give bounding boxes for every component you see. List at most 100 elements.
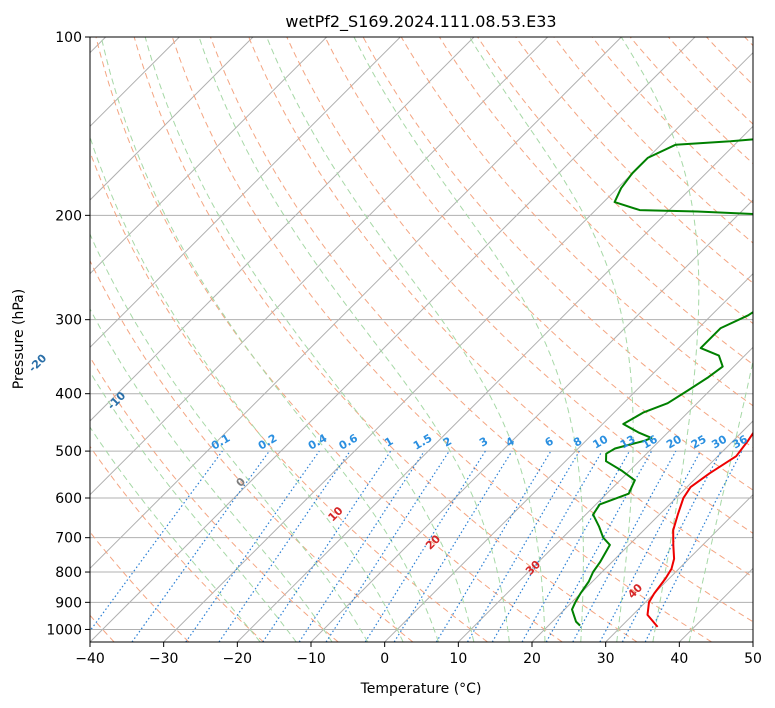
y-tick-label: 100 bbox=[55, 30, 82, 46]
moist-adiabat-line bbox=[100, 37, 439, 642]
moist-adiabat-line bbox=[353, 37, 584, 642]
dry-adiabat-line bbox=[133, 37, 638, 642]
isotherm-line bbox=[457, 346, 753, 642]
mixing-ratio-label: 8 bbox=[571, 435, 584, 450]
dry-adiabat-label: -20 bbox=[26, 351, 49, 374]
dry-adiabat-line bbox=[400, 37, 753, 407]
mixing-ratio-line bbox=[521, 450, 631, 642]
y-tick-label: 1000 bbox=[46, 622, 82, 638]
mixing-ratio-label: 25 bbox=[689, 433, 709, 452]
dry-adiabat-line bbox=[668, 37, 753, 125]
mixing-ratio-label: 0.1 bbox=[209, 432, 232, 453]
dry-adiabat-line bbox=[90, 150, 488, 642]
mixing-ratio-line bbox=[435, 450, 552, 642]
mixing-ratio-line bbox=[325, 450, 450, 642]
isotherm-line bbox=[90, 37, 475, 422]
dry-adiabat-line bbox=[629, 37, 753, 165]
x-tick-label: −20 bbox=[223, 651, 253, 667]
mixing-ratio-line bbox=[262, 450, 392, 642]
moist-adiabat-line bbox=[90, 308, 333, 642]
y-tick-label: 900 bbox=[55, 595, 82, 611]
x-tick-label: 40 bbox=[670, 651, 688, 667]
isotherm-line bbox=[384, 272, 753, 642]
moist-adiabat-line bbox=[469, 37, 634, 642]
dry-adiabat-line bbox=[477, 37, 753, 325]
isotherm-line bbox=[90, 37, 549, 496]
dry-adiabat-line bbox=[362, 37, 753, 449]
plot-frame bbox=[89, 36, 754, 643]
isotherm-line bbox=[605, 493, 753, 642]
mixing-ratio-label: 20 bbox=[664, 432, 684, 451]
background-lines bbox=[90, 37, 753, 642]
isotherm-line bbox=[163, 51, 753, 642]
mixing-ratio-label: 10 bbox=[590, 432, 610, 451]
isotherm-line bbox=[90, 37, 696, 642]
y-tick-label: 200 bbox=[55, 208, 82, 224]
y-axis: 100 200 300 400 500 600 700 800 900 1000 bbox=[46, 30, 90, 638]
isotherm-line bbox=[90, 37, 622, 570]
y-axis-title: Pressure (hPa) bbox=[11, 289, 27, 389]
mixing-ratio-line bbox=[131, 450, 270, 642]
dry-adiabat-label: 40 bbox=[625, 581, 645, 601]
mixing-ratio-label: 6 bbox=[543, 434, 556, 449]
mixing-ratio-label: 13 bbox=[618, 433, 638, 452]
mixing-ratio-label: 3 bbox=[477, 435, 490, 450]
moist-adiabat-line bbox=[266, 37, 546, 642]
dry-adiabat-line bbox=[515, 37, 753, 284]
mixing-ratio-label: 30 bbox=[709, 432, 729, 451]
y-tick-label: 800 bbox=[55, 565, 82, 581]
mixing-ratio-line bbox=[599, 450, 702, 642]
isotherm-line bbox=[236, 125, 753, 642]
y-tick-label: 300 bbox=[55, 313, 82, 329]
dry-adiabat-line bbox=[210, 37, 753, 623]
mixing-ratio-line bbox=[393, 450, 513, 642]
moist-adiabat-line bbox=[198, 37, 510, 642]
mixing-ratio-label: 1.5 bbox=[411, 432, 434, 453]
x-axis-title: Temperature (°C) bbox=[360, 681, 482, 697]
dry-adiabat-label: 30 bbox=[523, 558, 543, 578]
x-tick-label: −10 bbox=[296, 651, 326, 667]
dry-adiabat-line bbox=[90, 445, 264, 642]
profile-line-1 bbox=[571, 138, 753, 627]
mixing-ratio-line bbox=[572, 450, 677, 642]
moist-adiabat-line bbox=[90, 232, 369, 642]
mixing-ratio-line bbox=[545, 450, 653, 642]
mixing-ratio-line bbox=[364, 450, 486, 642]
x-tick-label: 50 bbox=[744, 651, 762, 667]
moist-adiabat-line bbox=[688, 358, 753, 642]
y-tick-label: 500 bbox=[55, 444, 82, 460]
x-tick-label: 30 bbox=[597, 651, 615, 667]
x-tick-label: 20 bbox=[523, 651, 541, 667]
dry-adiabat-line bbox=[553, 37, 753, 244]
dry-adiabat-line bbox=[248, 37, 753, 578]
dry-adiabat-line bbox=[591, 37, 753, 204]
moist-adiabat-line bbox=[620, 37, 700, 642]
dry-adiabat-line bbox=[95, 37, 563, 642]
y-tick-label: 700 bbox=[55, 531, 82, 547]
y-tick-label: 600 bbox=[55, 491, 82, 507]
mixing-ratio-line bbox=[621, 450, 722, 642]
profile-line-0 bbox=[646, 431, 753, 628]
series-layer bbox=[571, 138, 753, 628]
moist-adiabat-line bbox=[144, 37, 475, 642]
y-tick-label: 400 bbox=[55, 387, 82, 403]
x-tick-label: −30 bbox=[149, 651, 179, 667]
x-tick-label: 10 bbox=[449, 651, 467, 667]
x-tick-label: 0 bbox=[380, 651, 389, 667]
x-axis: −40 −30 −20 −10 0 10 20 30 40 50 bbox=[75, 642, 762, 667]
isotherm-line bbox=[310, 199, 753, 642]
isotherm-line bbox=[90, 37, 401, 349]
dry-adiabat-label: -10 bbox=[105, 389, 128, 412]
moist-adiabat-line bbox=[90, 370, 297, 642]
moist-adiabat-line bbox=[90, 135, 404, 642]
chart-title: wetPf2_S169.2024.111.08.53.E33 bbox=[285, 12, 556, 32]
dry-adiabat-line bbox=[90, 356, 339, 642]
mixing-ratio-line bbox=[298, 450, 425, 642]
isotherm-line bbox=[678, 567, 753, 642]
mixing-ratio-label: 36 bbox=[730, 432, 750, 451]
mixing-ratio-line bbox=[90, 450, 223, 632]
isotherm-line bbox=[752, 641, 753, 642]
moist-adiabat-line bbox=[90, 426, 261, 642]
dry-adiabat-line bbox=[90, 531, 190, 642]
isotherm-line bbox=[90, 37, 254, 201]
